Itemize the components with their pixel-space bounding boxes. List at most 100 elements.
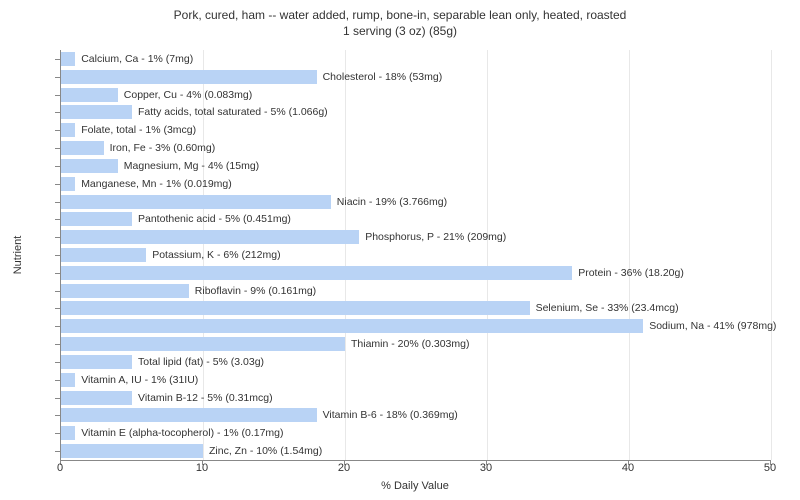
y-tick	[55, 451, 60, 452]
bar-row: Sodium, Na - 41% (978mg)	[61, 319, 771, 333]
y-tick	[55, 219, 60, 220]
nutrient-bar-label: Protein - 36% (18.20g)	[572, 266, 684, 280]
chart-title: Pork, cured, ham -- water added, rump, b…	[0, 0, 800, 39]
chart-title-line2: 1 serving (3 oz) (85g)	[0, 24, 800, 40]
chart-title-line1: Pork, cured, ham -- water added, rump, b…	[0, 8, 800, 24]
nutrient-bar	[61, 301, 530, 315]
nutrient-bar-label: Thiamin - 20% (0.303mg)	[345, 337, 469, 351]
y-tick	[55, 291, 60, 292]
nutrient-bar-label: Magnesium, Mg - 4% (15mg)	[118, 159, 259, 173]
y-tick	[55, 273, 60, 274]
nutrient-bar	[61, 212, 132, 226]
bar-row: Vitamin B-12 - 5% (0.31mcg)	[61, 391, 771, 405]
nutrient-bar-label: Manganese, Mn - 1% (0.019mg)	[75, 177, 232, 191]
y-tick	[55, 326, 60, 327]
bar-row: Potassium, K - 6% (212mg)	[61, 248, 771, 262]
y-tick	[55, 166, 60, 167]
nutrient-bar	[61, 159, 118, 173]
nutrient-bar	[61, 444, 203, 458]
nutrient-bar	[61, 284, 189, 298]
nutrient-bar	[61, 123, 75, 137]
nutrient-bar-label: Total lipid (fat) - 5% (3.03g)	[132, 355, 264, 369]
nutrient-bar-label: Vitamin E (alpha-tocopherol) - 1% (0.17m…	[75, 426, 283, 440]
x-tick-label: 20	[338, 462, 350, 474]
nutrient-bar-label: Copper, Cu - 4% (0.083mg)	[118, 88, 252, 102]
y-tick	[55, 362, 60, 363]
bar-row: Fatty acids, total saturated - 5% (1.066…	[61, 105, 771, 119]
nutrient-bar-label: Vitamin A, IU - 1% (31IU)	[75, 373, 198, 387]
y-tick	[55, 59, 60, 60]
nutrient-bar	[61, 408, 317, 422]
bar-row: Vitamin A, IU - 1% (31IU)	[61, 373, 771, 387]
nutrient-bar-label: Phosphorus, P - 21% (209mg)	[359, 230, 506, 244]
nutrient-daily-value-chart: Pork, cured, ham -- water added, rump, b…	[0, 0, 800, 500]
nutrient-bar	[61, 195, 331, 209]
bar-row: Calcium, Ca - 1% (7mg)	[61, 52, 771, 66]
y-tick	[55, 380, 60, 381]
bar-row: Copper, Cu - 4% (0.083mg)	[61, 88, 771, 102]
nutrient-bar-label: Pantothenic acid - 5% (0.451mg)	[132, 212, 291, 226]
nutrient-bar	[61, 52, 75, 66]
bar-row: Iron, Fe - 3% (0.60mg)	[61, 141, 771, 155]
bar-row: Phosphorus, P - 21% (209mg)	[61, 230, 771, 244]
nutrient-bar	[61, 88, 118, 102]
y-tick	[55, 398, 60, 399]
nutrient-bar-label: Potassium, K - 6% (212mg)	[146, 248, 280, 262]
nutrient-bar	[61, 177, 75, 191]
y-tick	[55, 308, 60, 309]
nutrient-bar	[61, 373, 75, 387]
nutrient-bar	[61, 248, 146, 262]
nutrient-bar-label: Folate, total - 1% (3mcg)	[75, 123, 196, 137]
y-tick	[55, 184, 60, 185]
nutrient-bar	[61, 426, 75, 440]
x-tick-label: 10	[196, 462, 208, 474]
bar-row: Thiamin - 20% (0.303mg)	[61, 337, 771, 351]
y-axis-label: Nutrient	[12, 236, 24, 275]
nutrient-bar-label: Zinc, Zn - 10% (1.54mg)	[203, 444, 322, 458]
y-tick	[55, 112, 60, 113]
bar-row: Vitamin B-6 - 18% (0.369mg)	[61, 408, 771, 422]
nutrient-bar	[61, 141, 104, 155]
bar-row: Pantothenic acid - 5% (0.451mg)	[61, 212, 771, 226]
nutrient-bar-label: Vitamin B-12 - 5% (0.31mcg)	[132, 391, 273, 405]
y-tick	[55, 415, 60, 416]
bar-row: Zinc, Zn - 10% (1.54mg)	[61, 444, 771, 458]
bar-row: Vitamin E (alpha-tocopherol) - 1% (0.17m…	[61, 426, 771, 440]
nutrient-bar-label: Selenium, Se - 33% (23.4mcg)	[530, 301, 679, 315]
nutrient-bar-label: Vitamin B-6 - 18% (0.369mg)	[317, 408, 458, 422]
bar-row: Folate, total - 1% (3mcg)	[61, 123, 771, 137]
nutrient-bar-label: Fatty acids, total saturated - 5% (1.066…	[132, 105, 328, 119]
x-tick-label: 30	[480, 462, 492, 474]
bar-row: Protein - 36% (18.20g)	[61, 266, 771, 280]
y-tick	[55, 433, 60, 434]
nutrient-bar-label: Calcium, Ca - 1% (7mg)	[75, 52, 193, 66]
nutrient-bar	[61, 391, 132, 405]
nutrient-bar-label: Niacin - 19% (3.766mg)	[331, 195, 447, 209]
y-tick	[55, 148, 60, 149]
y-tick	[55, 255, 60, 256]
bar-row: Selenium, Se - 33% (23.4mcg)	[61, 301, 771, 315]
y-tick	[55, 202, 60, 203]
x-tick-label: 0	[57, 462, 63, 474]
nutrient-bar	[61, 266, 572, 280]
y-tick	[55, 130, 60, 131]
nutrient-bar	[61, 230, 359, 244]
y-tick	[55, 95, 60, 96]
x-axis-label: % Daily Value	[60, 480, 770, 492]
nutrient-bar	[61, 337, 345, 351]
gridline	[771, 50, 772, 460]
bar-row: Riboflavin - 9% (0.161mg)	[61, 284, 771, 298]
nutrient-bar	[61, 105, 132, 119]
x-tick-label: 40	[622, 462, 634, 474]
y-tick	[55, 77, 60, 78]
bar-row: Manganese, Mn - 1% (0.019mg)	[61, 177, 771, 191]
plot-area: Calcium, Ca - 1% (7mg)Cholesterol - 18% …	[60, 50, 771, 461]
nutrient-bar	[61, 355, 132, 369]
nutrient-bar	[61, 319, 643, 333]
bar-row: Niacin - 19% (3.766mg)	[61, 195, 771, 209]
y-tick	[55, 237, 60, 238]
nutrient-bar-label: Sodium, Na - 41% (978mg)	[643, 319, 776, 333]
y-tick	[55, 344, 60, 345]
bar-row: Magnesium, Mg - 4% (15mg)	[61, 159, 771, 173]
x-tick-label: 50	[764, 462, 776, 474]
